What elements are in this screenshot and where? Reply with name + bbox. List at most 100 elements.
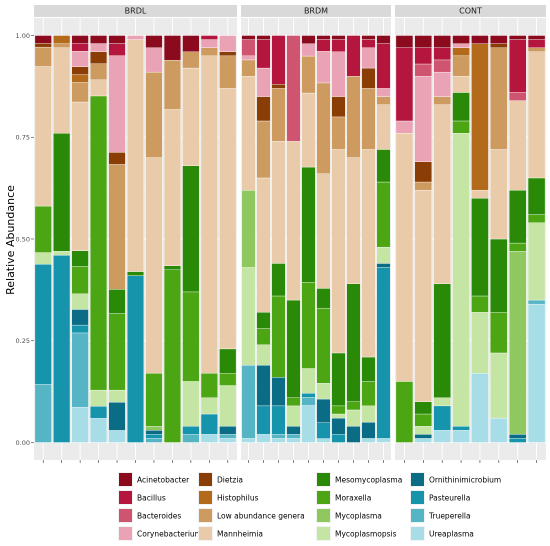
bar-cont-6: [490, 35, 508, 443]
bar-segment-low-abundance-genera: [271, 88, 286, 142]
bar-brdm-7: [331, 35, 346, 443]
bar-segment-ornithinimicrobium: [256, 364, 271, 407]
bar-segment-bacillus: [433, 47, 451, 61]
bar-segment-mycoplasmopsis: [316, 383, 331, 400]
bar-segment-histophilus: [452, 47, 470, 57]
legend-label: Ureaplasma: [429, 529, 474, 538]
bar-segment-ureaplasma: [256, 434, 271, 443]
bar-segment-ureaplasma: [271, 438, 286, 443]
bar-segment-acinetobacter: [163, 35, 181, 61]
bar-segment-pasteurella: [182, 426, 200, 435]
y-tick-label: 0.75: [16, 134, 30, 142]
legend-item-ornithinimicrobium: Ornithinimicrobium: [410, 472, 501, 487]
bar-brdm-8: [346, 35, 361, 443]
bar-segment-pasteurella: [376, 267, 391, 439]
bar-segment-bacillus: [200, 35, 218, 40]
bar-segment-mannheimia: [471, 189, 489, 199]
bar-segment-mannheimia: [145, 157, 163, 374]
bar-segment-pasteurella: [53, 255, 71, 443]
bar-segment-moraxella: [331, 405, 346, 415]
bar-segment-pasteurella: [127, 275, 144, 443]
bar-segment-mannheimia: [395, 133, 414, 382]
bar-segment-ureaplasma: [241, 438, 256, 443]
bar-segment-ornithinimicrobium: [376, 263, 391, 268]
bar-segment-moraxella: [414, 413, 432, 427]
bar-segment-moraxella: [182, 291, 200, 382]
bar-segment-ureaplasma: [433, 430, 451, 443]
bar-segment-dietzia: [256, 96, 271, 122]
facet-strip: [241, 5, 391, 17]
bar-segment-moraxella: [452, 120, 470, 134]
bar-segment-bacillus: [527, 39, 546, 48]
y-tick-label: 0.25: [16, 337, 30, 345]
bar-segment-corynebacterium: [90, 43, 108, 52]
bar-cont-8: [527, 35, 546, 443]
bar-segment-moraxella: [145, 373, 163, 427]
bar-segment-mycoplasmopsis: [53, 251, 71, 256]
bar-segment-pasteurella: [90, 406, 108, 419]
y-tick-label: 0.00: [16, 439, 30, 447]
bar-segment-mesomycoplasma: [219, 348, 237, 374]
bar-segment-moraxella: [361, 381, 376, 407]
bar-segment-ornithinimicrobium: [219, 426, 237, 435]
bar-segment-bacillus: [108, 43, 126, 56]
bar-segment-mesomycoplasma: [316, 288, 331, 309]
bar-segment-ornithinimicrobium: [271, 377, 286, 407]
bar-cont-5: [471, 35, 489, 443]
bar-segment-moraxella: [108, 313, 126, 391]
bar-segment-moraxella: [34, 205, 52, 253]
bar-segment-mannheimia: [127, 39, 144, 272]
y-tick-label: 1.00: [16, 32, 30, 40]
bar-segment-ornithinimicrobium: [414, 434, 432, 439]
bar-cont-2: [414, 35, 432, 443]
bar-segment-mannheimia: [256, 177, 271, 313]
legend-label: Mesomycoplasma: [335, 475, 402, 484]
bar-segment-mesomycoplasma: [331, 352, 346, 407]
bar-segment-ureaplasma: [361, 438, 376, 443]
bar-segment-mycoplasmopsis: [90, 389, 108, 407]
bar-segment-trueperella: [71, 332, 89, 408]
legend-item-histophilus: Histophilus: [198, 490, 259, 505]
bar-segment-mycoplasmopsis: [471, 312, 489, 374]
bar-segment-mesomycoplasma: [163, 265, 181, 271]
bar-segment-ureaplasma: [490, 417, 508, 443]
bar-segment-mycoplasmopsis: [433, 397, 451, 407]
bar-segment-mannheimia: [271, 141, 286, 264]
bar-segment-mannheimia: [34, 66, 52, 207]
bar-segment-trueperella: [219, 434, 237, 439]
bar-segment-acinetobacter: [301, 35, 316, 44]
legend-swatch: [317, 509, 330, 522]
bar-segment-mycoplasma: [145, 426, 163, 431]
bar-segment-bacteroides: [433, 59, 451, 73]
bar-segment-acinetobacter: [256, 35, 271, 40]
bar-segment-acinetobacter: [90, 35, 108, 44]
bar-segment-ureaplasma: [90, 418, 108, 443]
bar-segment-ureaplasma: [471, 373, 489, 443]
legend-swatch: [411, 473, 424, 486]
legend-label: Moraxella: [335, 493, 371, 502]
bar-segment-mannheimia: [376, 104, 391, 150]
bar-segment-low-abundance-genera: [182, 51, 200, 69]
bar-segment-moraxella: [346, 401, 361, 411]
bar-segment-moraxella: [471, 295, 489, 313]
legend-item-dietzia: Dietzia: [198, 472, 243, 487]
legend-label: Bacillus: [137, 493, 166, 502]
bar-segment-pasteurella: [256, 405, 271, 435]
bar-segment-bacillus: [71, 43, 89, 52]
bar-segment-mycoplasmopsis: [490, 352, 508, 419]
bar-segment-low-abundance-genera: [433, 96, 451, 105]
y-axis-ticks: 0.00 0.25 0.50 0.75 1.00: [16, 32, 34, 447]
bar-segment-corynebacterium: [316, 51, 331, 84]
bar-segment-bacteroides: [509, 92, 527, 101]
bar-segment-moraxella: [256, 328, 271, 345]
bar-segment-dietzia: [108, 152, 126, 165]
bar-segment-pasteurella: [509, 438, 527, 443]
bar-segment-bacillus: [346, 35, 361, 77]
legend-swatch: [199, 473, 212, 486]
bar-segment-dietzia: [71, 66, 89, 75]
bar-segment-mannheimia: [163, 109, 181, 266]
bar-segment-acinetobacter: [108, 35, 126, 44]
legend-swatch: [119, 473, 132, 486]
bar-segment-low-abundance-genera: [71, 82, 89, 103]
